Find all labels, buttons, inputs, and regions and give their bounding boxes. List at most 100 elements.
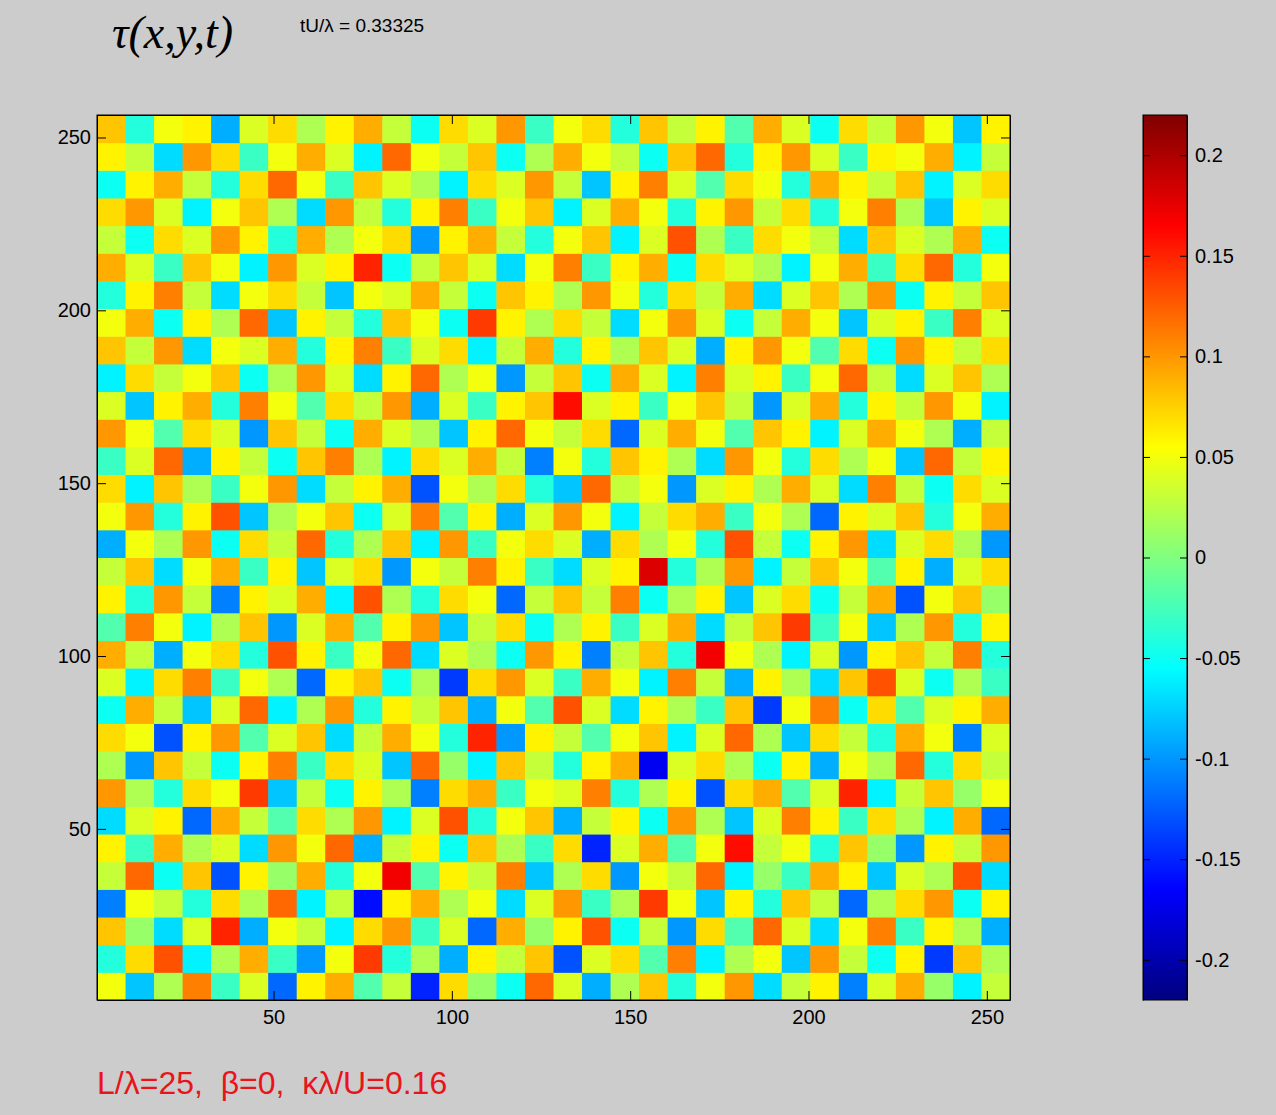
heatmap-cell (810, 226, 839, 254)
heatmap-cell (154, 889, 183, 917)
heatmap-cell (725, 917, 754, 945)
heatmap-cell (981, 917, 1010, 945)
heatmap-cell (582, 198, 611, 226)
heatmap-cell (924, 972, 953, 1000)
heatmap-cell (211, 309, 240, 337)
heatmap-cell (839, 751, 868, 779)
heatmap-cell (411, 392, 440, 420)
heatmap-cell (725, 723, 754, 751)
heatmap-cell (639, 779, 668, 807)
tick (1143, 759, 1150, 760)
heatmap-cell (867, 336, 896, 364)
title: τ(x,y,t) (112, 7, 233, 58)
heatmap-cell (696, 585, 725, 613)
heatmap-cell (839, 530, 868, 558)
heatmap-cell (496, 281, 525, 309)
heatmap-cell (154, 834, 183, 862)
heatmap-cell (924, 281, 953, 309)
heatmap-cell (782, 198, 811, 226)
heatmap-cell (810, 862, 839, 890)
tick: 150 (614, 991, 647, 1028)
heatmap-cell (953, 751, 982, 779)
heatmap-cell (297, 751, 326, 779)
heatmap-cell (924, 170, 953, 198)
heatmap-cell (496, 862, 525, 890)
heatmap-cell (411, 696, 440, 724)
heatmap-cell (896, 419, 925, 447)
heatmap-cell (268, 834, 297, 862)
tick (808, 115, 809, 124)
heatmap-cell (211, 336, 240, 364)
heatmap-cell (725, 751, 754, 779)
tick: 50 (69, 818, 106, 840)
heatmap-cell (953, 419, 982, 447)
heatmap-cell (924, 696, 953, 724)
heatmap-cell (839, 226, 868, 254)
heatmap-cell (325, 170, 354, 198)
heatmap-cell (981, 530, 1010, 558)
heatmap-cell (639, 419, 668, 447)
heatmap-cell (525, 723, 554, 751)
heatmap-cell (297, 696, 326, 724)
heatmap-cell (97, 972, 126, 1000)
heatmap-cell (725, 419, 754, 447)
heatmap-cell (725, 475, 754, 503)
heatmap-cell (639, 917, 668, 945)
heatmap-cell (810, 889, 839, 917)
heatmap-cell (953, 889, 982, 917)
heatmap-cell (325, 723, 354, 751)
heatmap-cell (468, 281, 497, 309)
heatmap-cell (126, 640, 155, 668)
heatmap-cell (439, 779, 468, 807)
tick-label: 200 (792, 1006, 825, 1028)
heatmap-cell (867, 475, 896, 503)
tick (987, 115, 988, 124)
heatmap-cell (382, 723, 411, 751)
heatmap-cell (981, 834, 1010, 862)
heatmap-cell (896, 751, 925, 779)
heatmap-cell (867, 281, 896, 309)
tick: 100 (436, 991, 469, 1028)
heatmap-cell (240, 447, 269, 475)
heatmap-cell (354, 143, 383, 171)
heatmap-cell (183, 862, 212, 890)
tick-mark (1143, 558, 1150, 559)
heatmap-cell (354, 558, 383, 586)
heatmap-cell (325, 640, 354, 668)
tick-mark (1180, 155, 1187, 156)
heatmap-cell (582, 364, 611, 392)
heatmap-cell (268, 309, 297, 337)
heatmap-cell (696, 198, 725, 226)
heatmap-cell (297, 834, 326, 862)
heatmap-cell (325, 862, 354, 890)
background (0, 0, 1276, 1115)
tick-mark (1001, 137, 1010, 138)
tick-label: 0.15 (1195, 245, 1234, 267)
heatmap-cell (582, 917, 611, 945)
heatmap-cell (611, 558, 640, 586)
heatmap-cell (896, 917, 925, 945)
heatmap-cell (810, 530, 839, 558)
tick-mark (452, 991, 453, 1000)
heatmap-cell (725, 613, 754, 641)
heatmap-cell (354, 723, 383, 751)
heatmap-cell (439, 198, 468, 226)
heatmap-cell (126, 585, 155, 613)
heatmap-cell (582, 723, 611, 751)
heatmap-cell (382, 281, 411, 309)
heatmap-cell (696, 392, 725, 420)
heatmap-cell (525, 862, 554, 890)
heatmap-cell (582, 862, 611, 890)
heatmap-cell (297, 889, 326, 917)
heatmap-cell (411, 530, 440, 558)
heatmap-cell (696, 143, 725, 171)
heatmap-cell (639, 447, 668, 475)
heatmap-cell (439, 806, 468, 834)
heatmap-cell (554, 723, 583, 751)
heatmap-cell (981, 751, 1010, 779)
heatmap-cell (211, 696, 240, 724)
heatmap-cell (839, 862, 868, 890)
heatmap-cell (753, 751, 782, 779)
heatmap-cell (496, 170, 525, 198)
heatmap-cell (268, 253, 297, 281)
